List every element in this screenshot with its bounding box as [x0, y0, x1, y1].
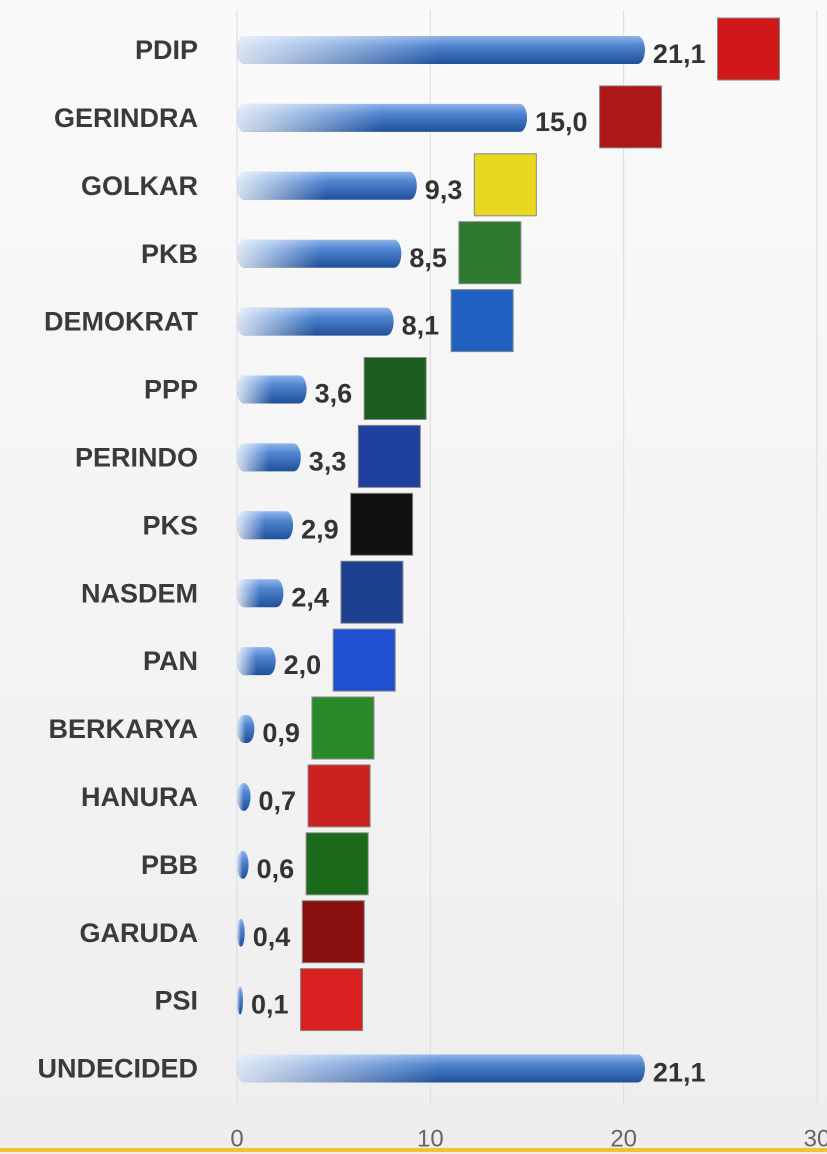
party-logo [473, 153, 537, 217]
value-label: 2,4 [291, 582, 329, 612]
party-logo [363, 357, 427, 420]
y-tick-label: BERKARYA [48, 714, 198, 744]
party-logo [458, 221, 522, 285]
y-tick-label: PKB [141, 239, 198, 269]
party-logo [350, 492, 414, 556]
bar-highlight [237, 307, 394, 336]
y-tick-label: PKS [142, 510, 198, 540]
bar-highlight [237, 36, 645, 64]
y-tick-label: UNDECIDED [37, 1054, 198, 1084]
value-label: 21,1 [653, 1058, 706, 1088]
y-tick-label: PAN [143, 646, 198, 676]
y-tick-label: DEMOKRAT [44, 307, 198, 337]
value-label: 0,1 [251, 990, 289, 1020]
x-tick-label: 20 [610, 1125, 637, 1152]
bar-highlight [237, 375, 307, 404]
y-tick-label: GARUDA [80, 918, 199, 948]
value-label: 0,4 [253, 922, 291, 952]
party-logo [311, 696, 375, 760]
value-label: 21,1 [653, 39, 706, 69]
x-tick-label: 0 [230, 1125, 243, 1152]
party-logo [305, 832, 369, 896]
party-logo [307, 764, 371, 828]
y-tick-label: PERINDO [75, 443, 198, 473]
value-label: 8,1 [402, 311, 440, 341]
y-tick-label: NASDEM [81, 578, 198, 608]
value-label: 2,9 [301, 514, 339, 544]
x-tick-label: 30 [804, 1125, 827, 1152]
value-label: 2,0 [284, 650, 322, 680]
party-logo [332, 628, 396, 692]
y-tick-label: PSI [154, 986, 198, 1016]
bar-highlight [237, 715, 255, 743]
value-label: 9,3 [425, 175, 463, 205]
y-tick-label: HANURA [81, 782, 198, 812]
bar-highlight [237, 850, 249, 879]
party-logo [340, 560, 404, 624]
party-logo [599, 85, 663, 149]
bar-highlight [237, 918, 245, 947]
bar-highlight [237, 1054, 645, 1083]
party-logo [300, 968, 364, 1032]
value-label: 15,0 [535, 107, 588, 137]
party-logo [450, 289, 514, 353]
bar-highlight [237, 647, 276, 676]
value-label: 3,3 [309, 447, 347, 477]
party-logo [357, 424, 421, 488]
bar-highlight [237, 239, 402, 268]
y-tick-label: PDIP [135, 35, 198, 65]
bar-highlight [237, 443, 301, 472]
party-logo [716, 17, 780, 81]
y-tick-label: GOLKAR [81, 171, 198, 201]
y-tick-label: PBB [141, 850, 198, 880]
value-label: 8,5 [409, 243, 447, 273]
value-label: 0,7 [259, 786, 297, 816]
x-tick-label: 10 [417, 1125, 444, 1152]
bar-highlight [237, 986, 243, 1015]
bar-highlight [237, 511, 294, 540]
value-label: 3,6 [315, 379, 353, 409]
value-label: 0,6 [257, 854, 295, 884]
y-tick-label: PPP [144, 375, 198, 405]
bottom-rule [0, 1148, 827, 1152]
party-logo [301, 900, 365, 964]
bar-highlight [237, 103, 527, 132]
value-label: 0,9 [262, 718, 300, 748]
bar-highlight [237, 782, 251, 811]
y-tick-label: GERINDRA [54, 103, 198, 133]
bar-highlight [237, 579, 284, 608]
bar-highlight [237, 171, 417, 200]
